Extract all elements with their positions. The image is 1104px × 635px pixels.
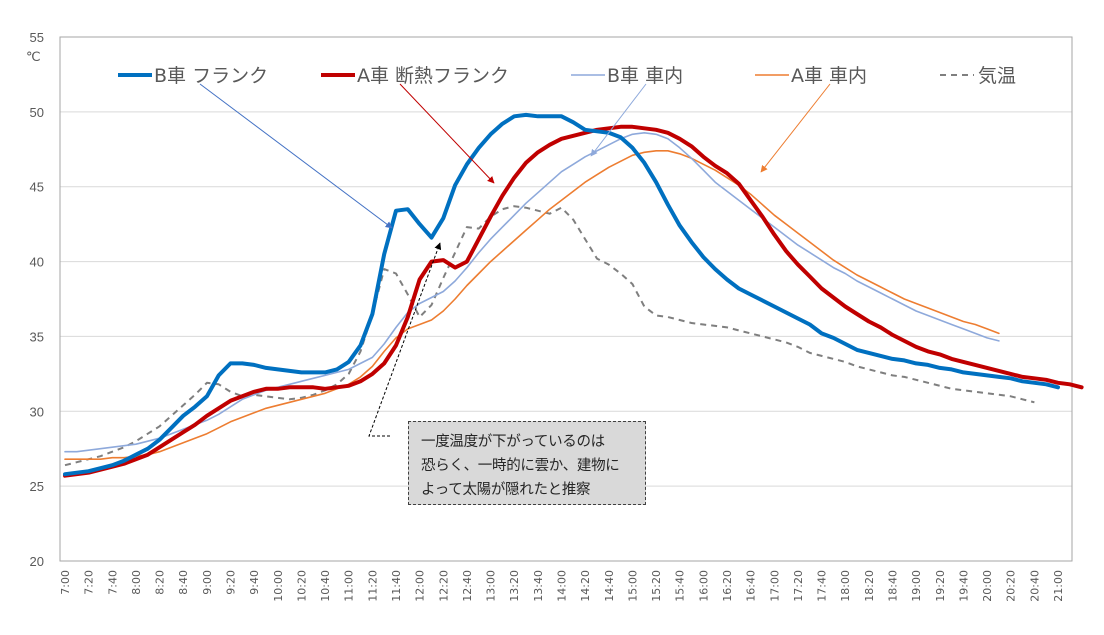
x-tick-label: 11:40 xyxy=(390,570,403,602)
legend-item-b-interior: B車 車内 xyxy=(571,65,683,87)
y-tick-label: 50 xyxy=(30,105,44,120)
legend-label: 気温 xyxy=(978,65,1016,87)
x-tick-label: 7:00 xyxy=(59,570,72,595)
x-tick-label: 16:20 xyxy=(721,570,734,602)
legend-label: B車 車内 xyxy=(607,65,683,87)
x-tick-label: 13:00 xyxy=(485,570,498,602)
x-tick-label: 7:20 xyxy=(83,570,96,595)
x-tick-label: 16:00 xyxy=(697,570,710,602)
y-tick-label: 55 xyxy=(30,30,44,45)
x-tick-label: 9:40 xyxy=(248,570,261,595)
x-tick-label: 15:00 xyxy=(626,570,639,602)
x-tick-label: 12:20 xyxy=(437,570,450,602)
x-tick-label: 18:20 xyxy=(863,570,876,602)
x-tick-label: 11:00 xyxy=(343,570,356,602)
x-tick-label: 10:00 xyxy=(272,570,285,602)
x-tick-label: 7:40 xyxy=(106,570,119,595)
x-tick-label: 12:00 xyxy=(414,570,427,602)
x-axis-ticks: 7:00 7:20 7:40 8:00 8:20 8:40 9:00 9:20 9:40 10:0… xyxy=(59,570,1065,602)
y-tick-label: 40 xyxy=(30,255,44,270)
x-tick-label: 19:00 xyxy=(910,570,923,602)
y-tick-label: 45 xyxy=(30,180,44,195)
x-tick-label: 13:40 xyxy=(532,570,545,602)
x-tick-label: 8:00 xyxy=(130,570,143,595)
y-tick-label: 20 xyxy=(30,554,44,569)
x-tick-label: 8:40 xyxy=(177,570,190,595)
x-tick-label: 14:20 xyxy=(579,570,592,602)
x-tick-label: 17:20 xyxy=(792,570,805,602)
callout-arrow-note xyxy=(368,242,442,437)
legend-item-b-flank: B車 フランク xyxy=(118,65,268,87)
x-tick-label: 10:40 xyxy=(319,570,332,602)
annotation-line: 恐らく、一時的に雲か、建物に xyxy=(421,458,620,474)
x-tick-label: 18:00 xyxy=(839,570,852,602)
callout-arrow-a-interior xyxy=(760,83,831,173)
legend-item-a-interior: A車 車内 xyxy=(755,65,867,87)
legend-item-a-flank: A車 断熱フランク xyxy=(321,65,509,87)
x-tick-label: 15:20 xyxy=(650,570,663,602)
legend-label: B車 フランク xyxy=(154,65,268,87)
x-tick-label: 21:00 xyxy=(1052,570,1065,602)
y-tick-label: 35 xyxy=(30,329,44,344)
x-tick-label: 19:40 xyxy=(957,570,970,602)
x-tick-label: 16:40 xyxy=(745,570,758,602)
y-tick-label: 30 xyxy=(30,404,44,419)
series-lines xyxy=(63,112,1084,478)
annotation-note: 一度温度が下がっているのは 恐らく、一時的に雲か、建物に よって太陽が隠れたと推… xyxy=(408,421,646,505)
gridlines xyxy=(60,111,1072,487)
y-axis-unit: ℃ xyxy=(26,49,41,64)
x-tick-label: 17:40 xyxy=(816,570,829,602)
series-line-3 xyxy=(64,150,1000,461)
y-tick-label: 25 xyxy=(30,479,44,494)
legend: B車 フランク A車 断熱フランク B車 車内 A車 車内 気温 xyxy=(118,65,1016,87)
x-tick-label: 12:40 xyxy=(461,570,474,602)
x-tick-label: 20:20 xyxy=(1005,570,1018,602)
legend-label: A車 車内 xyxy=(791,65,867,87)
series-line-2 xyxy=(64,132,1000,453)
callout-arrow-b-flank xyxy=(199,83,393,229)
x-tick-label: 17:00 xyxy=(768,570,781,602)
x-tick-label: 15:40 xyxy=(674,570,687,602)
x-tick-label: 9:00 xyxy=(201,570,214,595)
callout-arrows xyxy=(199,83,831,437)
y-axis-ticks: 20 25 30 35 40 45 50 55 xyxy=(30,30,44,569)
plot-frame xyxy=(59,36,1073,562)
series-line-4 xyxy=(64,205,1035,467)
x-tick-label: 13:20 xyxy=(508,570,521,602)
series-line-0 xyxy=(63,112,1060,477)
x-tick-label: 14:40 xyxy=(603,570,616,602)
x-tick-label: 11:20 xyxy=(366,570,379,602)
annotation-line: よって太陽が隠れたと推察 xyxy=(421,482,591,498)
callout-arrow-b-interior xyxy=(590,83,647,157)
callout-arrow-a-flank xyxy=(399,83,495,184)
x-tick-label: 10:20 xyxy=(295,570,308,602)
legend-label: A車 断熱フランク xyxy=(357,65,509,87)
x-tick-label: 18:40 xyxy=(887,570,900,602)
x-tick-label: 14:00 xyxy=(556,570,569,602)
x-tick-label: 20:00 xyxy=(981,570,994,602)
series-line-1 xyxy=(63,124,1084,478)
legend-item-air-temp: 気温 xyxy=(940,65,1016,87)
x-tick-label: 19:20 xyxy=(934,570,947,602)
x-tick-label: 20:40 xyxy=(1028,570,1041,602)
annotation-line: 一度温度が下がっているのは xyxy=(421,434,605,450)
x-tick-label: 8:20 xyxy=(154,570,167,595)
x-tick-label: 9:20 xyxy=(225,570,238,595)
